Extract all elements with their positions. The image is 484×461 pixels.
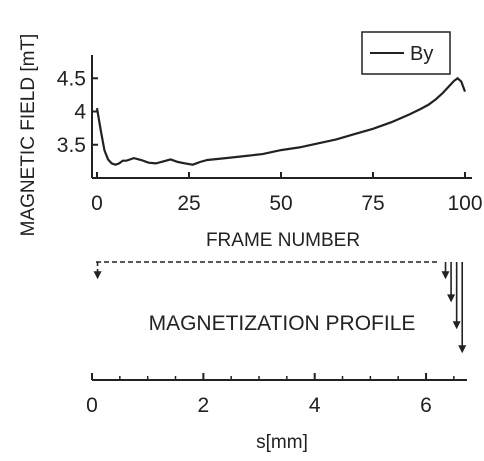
- y-axis-label: MAGNETIC FIELD [mT]: [18, 34, 39, 237]
- s-tick-label: 4: [309, 394, 321, 417]
- s-tick-label: 0: [86, 394, 98, 417]
- y-tick-label: 4: [74, 101, 86, 124]
- profile-arrow-head: [442, 271, 450, 279]
- y-tick-label: 3.5: [57, 134, 86, 157]
- profile-arrow-head: [453, 321, 461, 329]
- profile-arrow-head: [447, 294, 455, 302]
- s-axis-label: s[mm]: [256, 432, 308, 453]
- bottom-chart: MAGNETIZATION PROFILE 0 2 4 6 s[mm]: [86, 262, 467, 453]
- x-axis-label: FRAME NUMBER: [206, 230, 360, 251]
- x-tick-label: 25: [177, 192, 200, 215]
- x-tick-label: 75: [361, 192, 384, 215]
- profile-arrow-head: [94, 271, 102, 279]
- profile-annotation: MAGNETIZATION PROFILE: [149, 312, 416, 335]
- x-tick-label: 100: [447, 192, 482, 215]
- legend-label-by: By: [410, 43, 433, 65]
- legend: By: [362, 32, 450, 74]
- s-tick-label: 2: [197, 394, 209, 417]
- series-by-line: [97, 78, 465, 164]
- x-tick-label: 0: [91, 192, 103, 215]
- profile-arrow-head: [458, 345, 466, 353]
- y-tick-label: 4.5: [57, 67, 86, 90]
- x-tick-label: 50: [269, 192, 292, 215]
- profile-arrows: [94, 262, 467, 353]
- s-tick-label: 6: [420, 394, 432, 417]
- top-chart: 3.5 4 4.5 0 25 50 75 100 MAGNETIC FIELD [mT] F…: [18, 32, 483, 251]
